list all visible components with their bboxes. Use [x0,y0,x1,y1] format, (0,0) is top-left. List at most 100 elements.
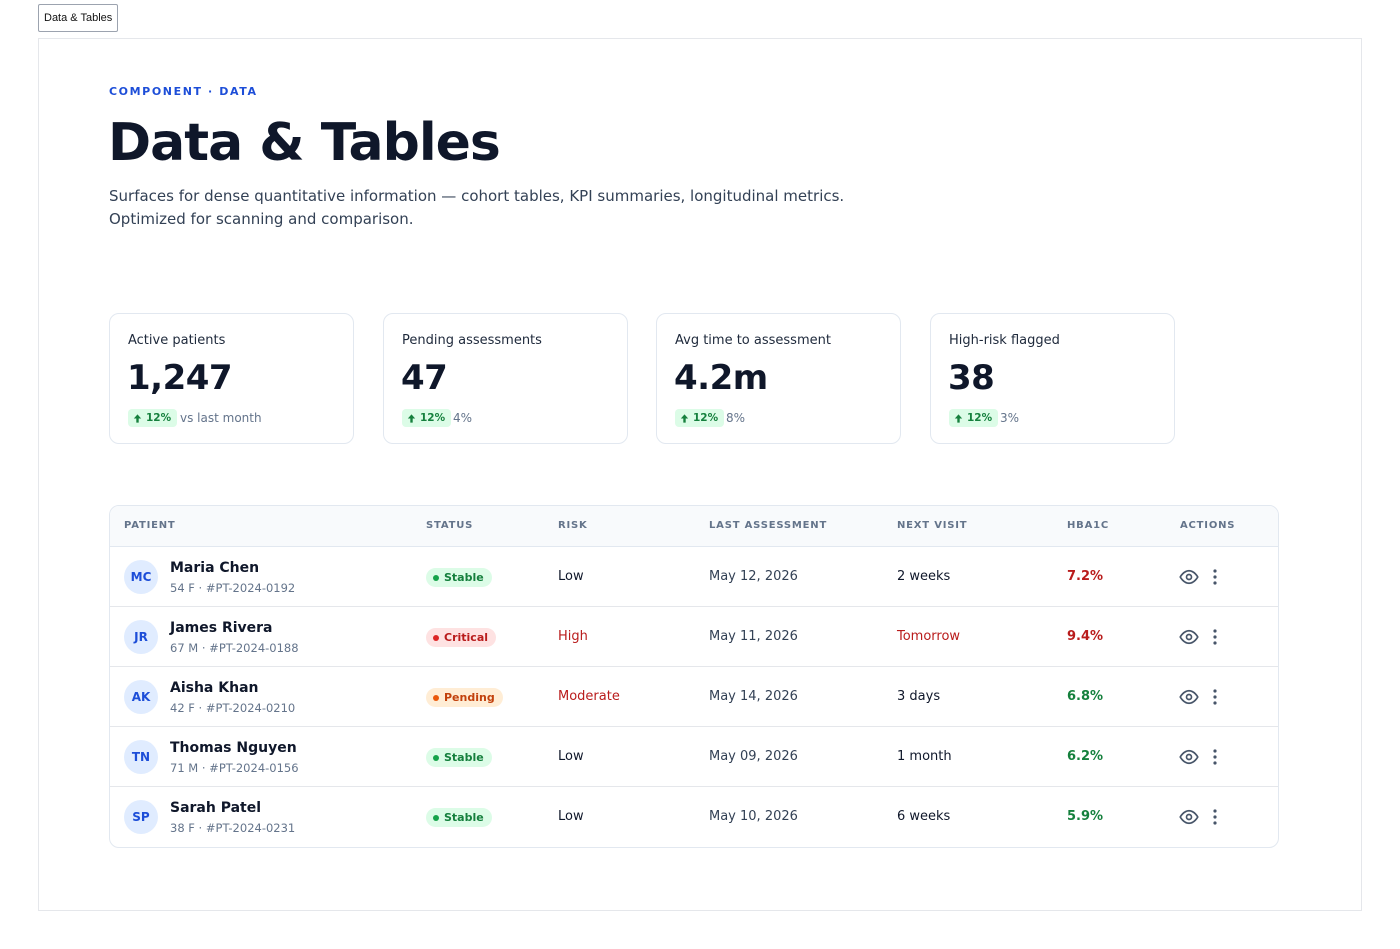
status-label: Critical [444,631,489,644]
table-row[interactable]: MC Maria Chen 54 F · #PT-2024-0192 Stabl… [110,547,1278,607]
avatar: MC [124,560,158,594]
status-label: Pending [444,691,495,704]
eyebrow-label: COMPONENT · DATA [109,85,258,98]
arrow-up-icon [407,413,416,423]
kpi-delta-badge: 12% [128,409,178,427]
patient-meta: 38 F · #PT-2024-0231 [170,821,296,835]
kpi-delta-value: 12% [967,412,993,424]
table-row[interactable]: AK Aisha Khan 42 F · #PT-2024-0210 Pendi… [110,667,1278,727]
patient-meta: 67 M · #PT-2024-0188 [170,641,299,655]
kpi-delta-value: 12% [420,412,446,424]
eye-icon[interactable] [1179,687,1199,707]
next-visit: 3 days [897,689,941,704]
status-label: Stable [444,571,484,584]
kpi-card-pending-assessments: Pending assessments 47 12% 4% [383,313,628,444]
column-header-next-visit[interactable]: NEXT VISIT [897,520,968,531]
patient-name[interactable]: Thomas Nguyen [170,740,297,756]
patient-meta: 71 M · #PT-2024-0156 [170,761,299,775]
more-vertical-icon[interactable] [1208,687,1222,707]
patient-name[interactable]: Aisha Khan [170,680,259,696]
status-dot-icon [433,574,439,581]
risk-level: Low [558,569,584,584]
arrow-up-icon [133,413,142,423]
kpi-value: 4.2m [674,358,768,398]
next-visit: Tomorrow [897,629,961,644]
table-header: PATIENT STATUS RISK LAST ASSESSMENT NEXT… [110,506,1278,547]
status-badge: Stable [426,568,492,587]
kpi-value: 1,247 [127,358,233,398]
kpi-label: High-risk flagged [949,333,1060,348]
status-dot-icon [433,694,439,701]
risk-level: High [558,629,588,644]
kpi-compare: 8% [726,411,746,425]
column-header-actions: ACTIONS [1180,520,1236,531]
tab-data-tables[interactable]: Data & Tables [38,4,119,32]
eye-icon[interactable] [1179,567,1199,587]
risk-level: Low [558,749,584,764]
hba1c-value: 5.9% [1067,809,1104,824]
last-assessment-date: May 12, 2026 [709,569,798,584]
risk-level: Moderate [558,689,620,704]
patient-meta: 42 F · #PT-2024-0210 [170,701,296,715]
table-row[interactable]: TN Thomas Nguyen 71 M · #PT-2024-0156 St… [110,727,1278,787]
next-visit: 1 month [897,749,952,764]
kpi-label: Active patients [128,333,226,348]
status-dot-icon [433,814,439,821]
eye-icon[interactable] [1179,627,1199,647]
column-header-patient[interactable]: PATIENT [124,520,176,531]
arrow-up-icon [954,413,963,423]
last-assessment-date: May 10, 2026 [709,809,798,824]
next-visit: 2 weeks [897,569,951,584]
more-vertical-icon[interactable] [1208,567,1222,587]
patient-name[interactable]: Sarah Patel [170,800,262,816]
more-vertical-icon[interactable] [1208,807,1222,827]
table-row[interactable]: JR James Rivera 67 M · #PT-2024-0188 Cri… [110,607,1278,667]
column-header-risk[interactable]: RISK [558,520,588,531]
avatar: TN [124,740,158,774]
kpi-delta-badge: 12% [949,409,999,427]
hba1c-value: 6.2% [1067,749,1104,764]
arrow-up-icon [680,413,689,423]
status-badge: Stable [426,748,492,767]
status-dot-icon [433,754,439,761]
kpi-delta-badge: 12% [402,409,452,427]
avatar: JR [124,620,158,654]
last-assessment-date: May 14, 2026 [709,689,798,704]
description-line-2: Optimized for scanning and comparison. [109,209,414,228]
kpi-card-active-patients: Active patients 1,247 12% vs last month [109,313,354,444]
last-assessment-date: May 11, 2026 [709,629,798,644]
column-header-hba1c[interactable]: HBA1C [1067,520,1110,531]
kpi-delta-badge: 12% [675,409,725,427]
kpi-compare: vs last month [180,411,262,425]
description-line-1: Surfaces for dense quantitative informat… [109,187,845,205]
column-header-last-assessment[interactable]: LAST ASSESSMENT [709,520,828,531]
patient-name[interactable]: Maria Chen [170,560,260,576]
more-vertical-icon[interactable] [1208,747,1222,767]
last-assessment-date: May 09, 2026 [709,749,798,764]
hba1c-value: 7.2% [1067,569,1104,584]
kpi-label: Pending assessments [402,333,542,348]
risk-level: Low [558,809,584,824]
page-title: Data & Tables [108,113,501,173]
status-label: Stable [444,751,484,764]
more-vertical-icon[interactable] [1208,627,1222,647]
page-description: Surfaces for dense quantitative informat… [109,185,889,230]
kpi-label: Avg time to assessment [675,333,831,348]
kpi-value: 38 [948,358,995,398]
next-visit: 6 weeks [897,809,951,824]
status-badge: Pending [426,688,503,707]
kpi-compare: 3% [1000,411,1020,425]
avatar: SP [124,800,158,834]
kpi-delta-value: 12% [146,412,172,424]
avatar: AK [124,680,158,714]
kpi-delta-value: 12% [693,412,719,424]
kpi-card-avg-time: Avg time to assessment 4.2m 12% 8% [656,313,901,444]
status-label: Stable [444,811,484,824]
patient-name[interactable]: James Rivera [170,620,273,636]
kpi-value: 47 [401,358,448,398]
column-header-status[interactable]: STATUS [426,520,474,531]
eye-icon[interactable] [1179,747,1199,767]
hba1c-value: 9.4% [1067,629,1104,644]
table-row[interactable]: SP Sarah Patel 38 F · #PT-2024-0231 Stab… [110,787,1278,847]
eye-icon[interactable] [1179,807,1199,827]
